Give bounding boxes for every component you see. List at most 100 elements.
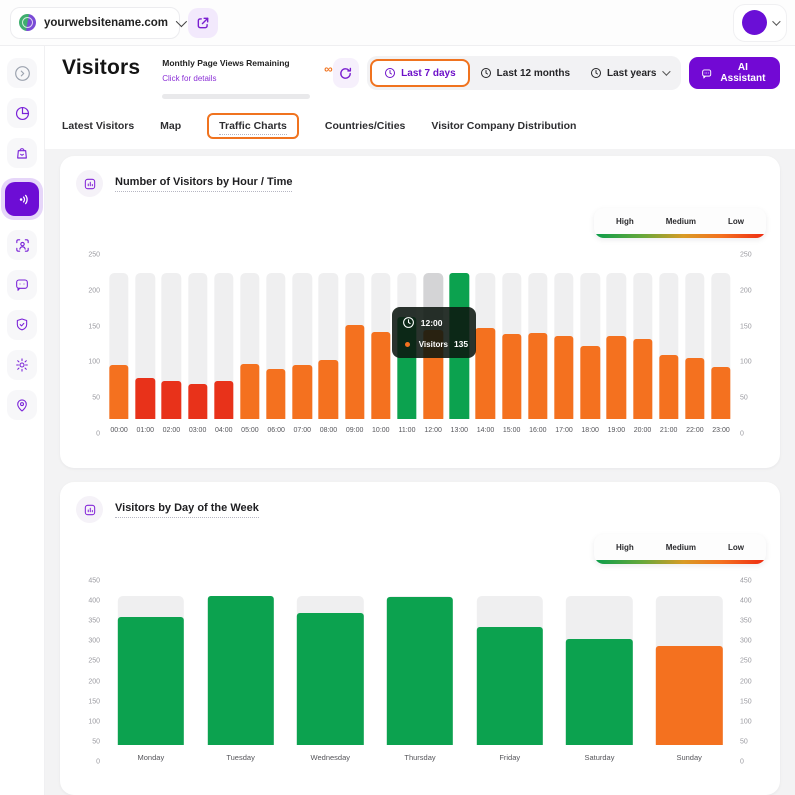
y-tick-label: 0 bbox=[740, 430, 744, 438]
bar-column[interactable] bbox=[106, 255, 132, 419]
visitors-radar-icon bbox=[5, 182, 39, 216]
x-tick-label: 19:00 bbox=[607, 427, 626, 434]
legend-low: Low bbox=[727, 543, 744, 552]
website-name: yourwebsitename.com bbox=[44, 16, 168, 29]
range-last-12-months[interactable]: Last 12 months bbox=[470, 60, 580, 86]
bar bbox=[344, 325, 365, 419]
bar-column[interactable] bbox=[368, 255, 394, 419]
x-axis: Monday Tuesday Wednesday Thursday Friday Satu… bbox=[106, 753, 734, 762]
x-tick-label: 04:00 bbox=[215, 427, 233, 434]
quota-label: Monthly Page Views Remaining bbox=[162, 58, 290, 68]
y-axis: 0 50 100 150 200 250 bbox=[76, 252, 102, 438]
bar-column[interactable] bbox=[682, 255, 708, 419]
tab-traffic-charts[interactable]: Traffic Charts bbox=[207, 113, 299, 139]
bar-column[interactable] bbox=[342, 255, 368, 419]
intensity-legend: High Medium Low bbox=[594, 208, 766, 238]
chevron-down-icon bbox=[772, 16, 781, 26]
tab-visitor-company-distribution[interactable]: Visitor Company Distribution bbox=[431, 120, 577, 132]
bar-column[interactable] bbox=[555, 581, 645, 745]
tab-latest-visitors[interactable]: Latest Visitors bbox=[62, 120, 135, 132]
sidebar-item-visitors-active[interactable] bbox=[1, 178, 43, 220]
tooltip-series: Visitors bbox=[418, 339, 448, 349]
bar-column[interactable] bbox=[132, 255, 158, 419]
bar-column[interactable] bbox=[196, 581, 286, 745]
sidebar bbox=[0, 46, 45, 795]
bar-column[interactable] bbox=[185, 255, 211, 419]
bar-column[interactable] bbox=[158, 255, 184, 419]
refresh-button[interactable] bbox=[332, 58, 360, 88]
bar-column[interactable] bbox=[708, 255, 734, 419]
external-link-icon bbox=[196, 16, 210, 30]
x-tick-label: 22:00 bbox=[686, 427, 704, 434]
x-tick-label: 08:00 bbox=[319, 427, 338, 434]
bar-column[interactable] bbox=[315, 255, 341, 419]
bar-column[interactable] bbox=[644, 581, 734, 745]
sidebar-item-security[interactable] bbox=[7, 310, 37, 340]
tab-map[interactable]: Map bbox=[160, 120, 182, 132]
y-tick-label: 200 bbox=[88, 287, 100, 295]
legend-low: Low bbox=[727, 217, 744, 226]
website-selector[interactable]: yourwebsitename.com bbox=[10, 6, 188, 39]
plot-area bbox=[106, 581, 734, 745]
y-tick-label: 200 bbox=[88, 678, 100, 686]
bar-column[interactable] bbox=[289, 255, 315, 419]
bar-column[interactable] bbox=[603, 255, 629, 419]
bar bbox=[476, 626, 543, 745]
bar-column[interactable] bbox=[551, 255, 577, 419]
range-last-7-days[interactable]: Last 7 days bbox=[370, 59, 470, 87]
sidebar-item-chat[interactable] bbox=[7, 270, 37, 300]
quota-details-link[interactable]: Click for details bbox=[162, 74, 217, 83]
sidebar-item-store[interactable] bbox=[7, 138, 37, 168]
bar-column[interactable] bbox=[577, 255, 603, 419]
y-tick-label: 100 bbox=[88, 718, 100, 726]
y-tick-label: 450 bbox=[740, 577, 752, 585]
bar bbox=[566, 639, 633, 745]
open-website-button[interactable] bbox=[188, 7, 218, 38]
weekday-visitors-chart: 0 50 100 150 200 250 300 350 400 450 Monday Tuesday… bbox=[76, 577, 764, 766]
chart-title: Visitors by Day of the Week bbox=[115, 502, 259, 518]
page-title: Visitors bbox=[62, 56, 141, 79]
range-last-years[interactable]: Last years bbox=[580, 60, 677, 86]
tooltip-value: 135 bbox=[453, 339, 469, 350]
x-tick-label: Saturday bbox=[584, 753, 615, 762]
sidebar-item-settings[interactable] bbox=[7, 350, 37, 380]
tab-countries-cities[interactable]: Countries/Cities bbox=[324, 120, 406, 132]
legend-medium: Medium bbox=[665, 543, 696, 552]
x-tick-label: 00:00 bbox=[110, 427, 128, 434]
bar-column[interactable] bbox=[106, 581, 196, 745]
bar-column[interactable] bbox=[465, 581, 555, 745]
x-tick-label: Monday bbox=[137, 753, 165, 762]
sidebar-collapse-icon[interactable] bbox=[7, 58, 37, 88]
sidebar-item-locations[interactable] bbox=[7, 390, 37, 420]
bar bbox=[318, 359, 339, 419]
x-tick-label: 01:00 bbox=[136, 427, 155, 434]
ai-assistant-button[interactable]: AI Assistant bbox=[688, 57, 780, 89]
bar bbox=[606, 336, 627, 419]
bar-column[interactable] bbox=[263, 255, 289, 419]
bar-column[interactable] bbox=[211, 255, 237, 419]
bar bbox=[161, 380, 182, 419]
clock-icon bbox=[402, 317, 414, 329]
bar-column[interactable] bbox=[499, 255, 525, 419]
bar-column[interactable] bbox=[629, 255, 655, 419]
bar bbox=[240, 363, 260, 419]
bar-column[interactable] bbox=[525, 255, 551, 419]
time-range-group: Last 7 days Last 12 months Last years bbox=[367, 56, 681, 90]
x-tick-label: 17:00 bbox=[555, 427, 573, 434]
bar-column[interactable] bbox=[237, 255, 263, 419]
y-axis: 0 50 100 150 200 250 bbox=[738, 252, 764, 438]
bar-column[interactable] bbox=[472, 255, 498, 419]
bar bbox=[711, 366, 731, 419]
bar-column[interactable] bbox=[285, 581, 375, 745]
y-tick-label: 50 bbox=[92, 394, 100, 402]
user-menu[interactable] bbox=[733, 3, 787, 42]
y-tick-label: 150 bbox=[88, 323, 100, 331]
bar-column[interactable] bbox=[375, 581, 465, 745]
x-tick-label: 14:00 bbox=[476, 427, 495, 434]
sidebar-item-audience[interactable] bbox=[7, 230, 37, 260]
page-header: Visitors Monthly Page Views Remaining Cl… bbox=[45, 46, 795, 149]
globe-icon bbox=[19, 14, 36, 31]
bar-column[interactable] bbox=[656, 255, 682, 419]
clock-icon bbox=[385, 68, 396, 78]
sidebar-item-dashboard[interactable] bbox=[7, 98, 37, 128]
